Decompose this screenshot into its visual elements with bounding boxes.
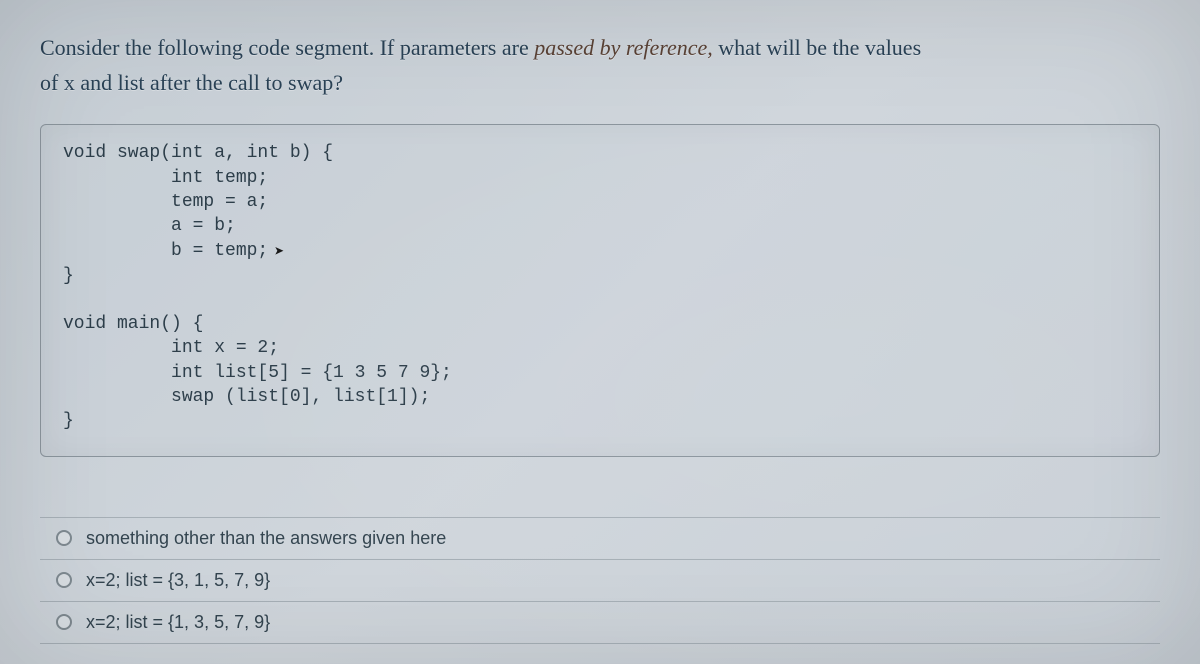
answer-label: x=2; list = {1, 3, 5, 7, 9} (86, 612, 270, 633)
code-line-10: swap (list[0], list[1]); (63, 387, 430, 407)
code-line-4: b = temp; (63, 241, 268, 261)
question-line1-part1: Consider the following code segment. If … (40, 35, 534, 60)
cursor-icon: ➤ (274, 243, 284, 266)
answer-label: something other than the answers given h… (86, 528, 446, 549)
answer-choices: something other than the answers given h… (40, 517, 1160, 644)
code-line-2: temp = a; (63, 192, 268, 212)
radio-icon[interactable] (56, 572, 72, 588)
answer-option[interactable]: something other than the answers given h… (40, 517, 1160, 559)
question-emphasis: passed by reference, (534, 35, 713, 60)
question-line1-part2: what will be the values (713, 35, 921, 60)
answer-option[interactable]: x=2; list = {1, 3, 5, 7, 9} (40, 601, 1160, 644)
radio-icon[interactable] (56, 614, 72, 630)
code-segment-box: void swap(int a, int b) { int temp; temp… (40, 124, 1160, 456)
answer-option[interactable]: x=2; list = {3, 1, 5, 7, 9} (40, 559, 1160, 601)
code-line-7: void main() { (63, 314, 203, 334)
code-line-8: int x = 2; (63, 338, 279, 358)
code-line-0: void swap(int a, int b) { (63, 143, 333, 163)
code-line-9: int list[5] = {1 3 5 7 9}; (63, 363, 452, 383)
code-line-1: int temp; (63, 168, 268, 188)
radio-icon[interactable] (56, 530, 72, 546)
answer-label: x=2; list = {3, 1, 5, 7, 9} (86, 570, 270, 591)
code-line-5: } (63, 266, 74, 286)
code-content: void swap(int a, int b) { int temp; temp… (63, 141, 1137, 433)
code-line-3: a = b; (63, 216, 236, 236)
question-line2: of x and list after the call to swap? (40, 70, 343, 95)
code-line-11: } (63, 411, 74, 431)
question-prompt: Consider the following code segment. If … (40, 30, 1160, 100)
